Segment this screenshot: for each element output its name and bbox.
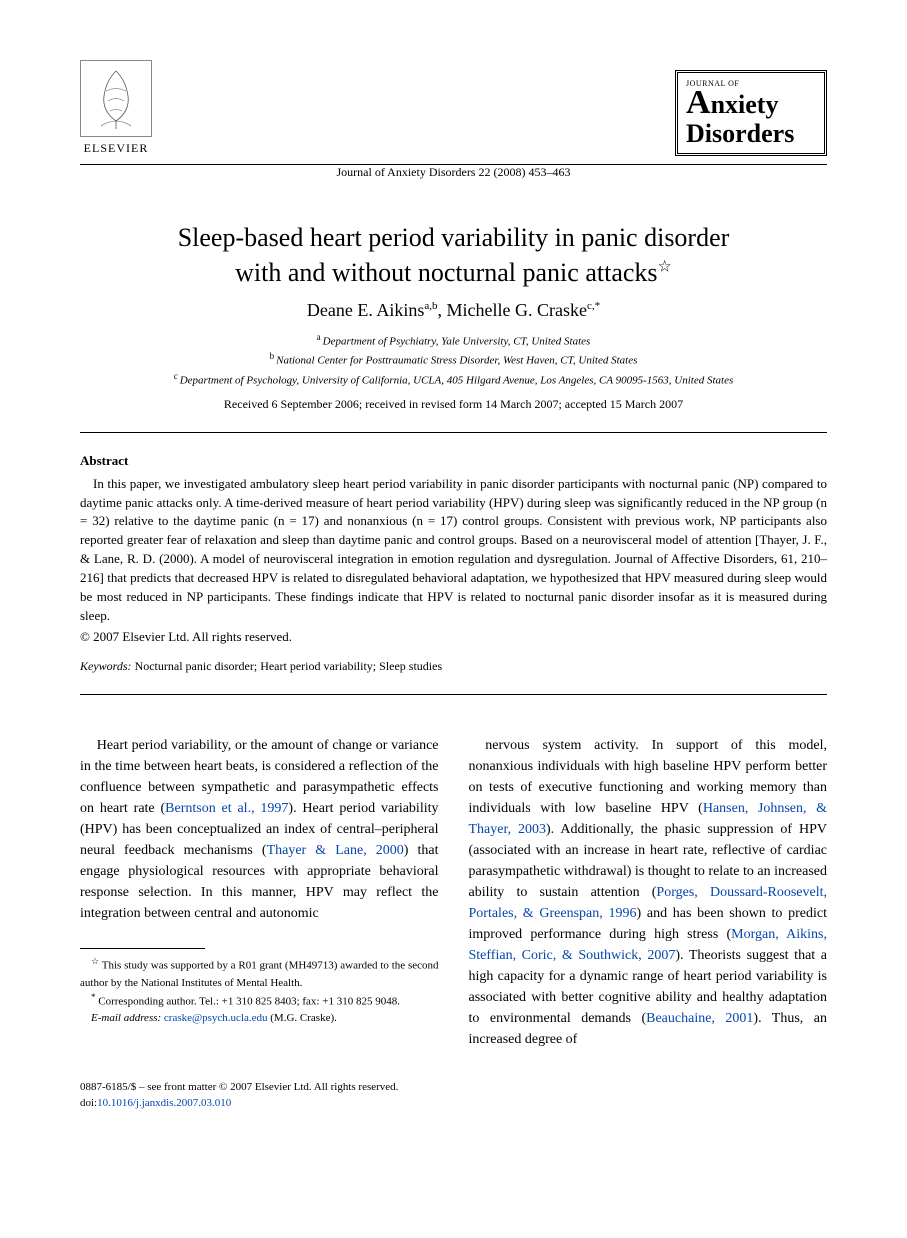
doi-line: doi:10.1016/j.janxdis.2007.03.010 xyxy=(80,1096,827,1111)
publisher-logo: ELSEVIER xyxy=(80,60,152,156)
email-link[interactable]: craske@psych.ucla.edu xyxy=(164,1012,268,1024)
footer: 0887-6185/$ – see front matter © 2007 El… xyxy=(80,1080,827,1111)
journal-reference: Journal of Anxiety Disorders 22 (2008) 4… xyxy=(80,165,827,180)
citation-link[interactable]: Thayer & Lane, 2000 xyxy=(267,843,404,858)
elsevier-tree-icon xyxy=(80,60,152,137)
citation-link[interactable]: Berntson et al., 1997 xyxy=(165,801,288,816)
abstract-heading: Abstract xyxy=(80,453,827,469)
footnote-separator xyxy=(80,948,205,949)
footnotes: ☆ This study was supported by a R01 gran… xyxy=(80,955,439,1026)
doi-link[interactable]: 10.1016/j.janxdis.2007.03.010 xyxy=(97,1097,231,1109)
header-row: ELSEVIER JOURNAL OF Anxiety Disorders xyxy=(80,60,827,156)
footnote-email: E-mail address: craske@psych.ucla.edu (M… xyxy=(80,1010,439,1027)
footnote-corresponding: * Corresponding author. Tel.: +1 310 825… xyxy=(80,991,439,1010)
journal-box-line2: Disorders xyxy=(686,119,816,149)
author-2: Michelle G. Craske xyxy=(447,300,587,320)
journal-logo: JOURNAL OF Anxiety Disorders xyxy=(675,70,827,156)
right-column: nervous system activity. In support of t… xyxy=(469,735,828,1050)
article-dates: Received 6 September 2006; received in r… xyxy=(80,397,827,412)
rule-below-abstract xyxy=(80,694,827,695)
author-1: Deane E. Aikins xyxy=(307,300,424,320)
rule-above-abstract xyxy=(80,432,827,433)
abstract-copyright: © 2007 Elsevier Ltd. All rights reserved… xyxy=(80,629,827,645)
left-column: Heart period variability, or the amount … xyxy=(80,735,439,1050)
issn-line: 0887-6185/$ – see front matter © 2007 El… xyxy=(80,1080,827,1095)
authors: Deane E. Aikinsa,b, Michelle G. Craskec,… xyxy=(80,300,827,321)
abstract-body: In this paper, we investigated ambulator… xyxy=(80,475,827,626)
keywords: Keywords: Nocturnal panic disorder; Hear… xyxy=(80,659,827,674)
footnote-grant: ☆ This study was supported by a R01 gran… xyxy=(80,955,439,991)
body-columns: Heart period variability, or the amount … xyxy=(80,735,827,1050)
title-footnote-star: ☆ xyxy=(658,258,672,275)
article-title: Sleep-based heart period variability in … xyxy=(80,220,827,290)
journal-box-line1: Anxiety xyxy=(686,88,816,119)
publisher-name: ELSEVIER xyxy=(84,141,149,156)
corresponding-star: * xyxy=(595,300,601,312)
citation-link[interactable]: Beauchaine, 2001 xyxy=(646,1011,753,1026)
affiliations: aDepartment of Psychiatry, Yale Universi… xyxy=(80,331,827,388)
